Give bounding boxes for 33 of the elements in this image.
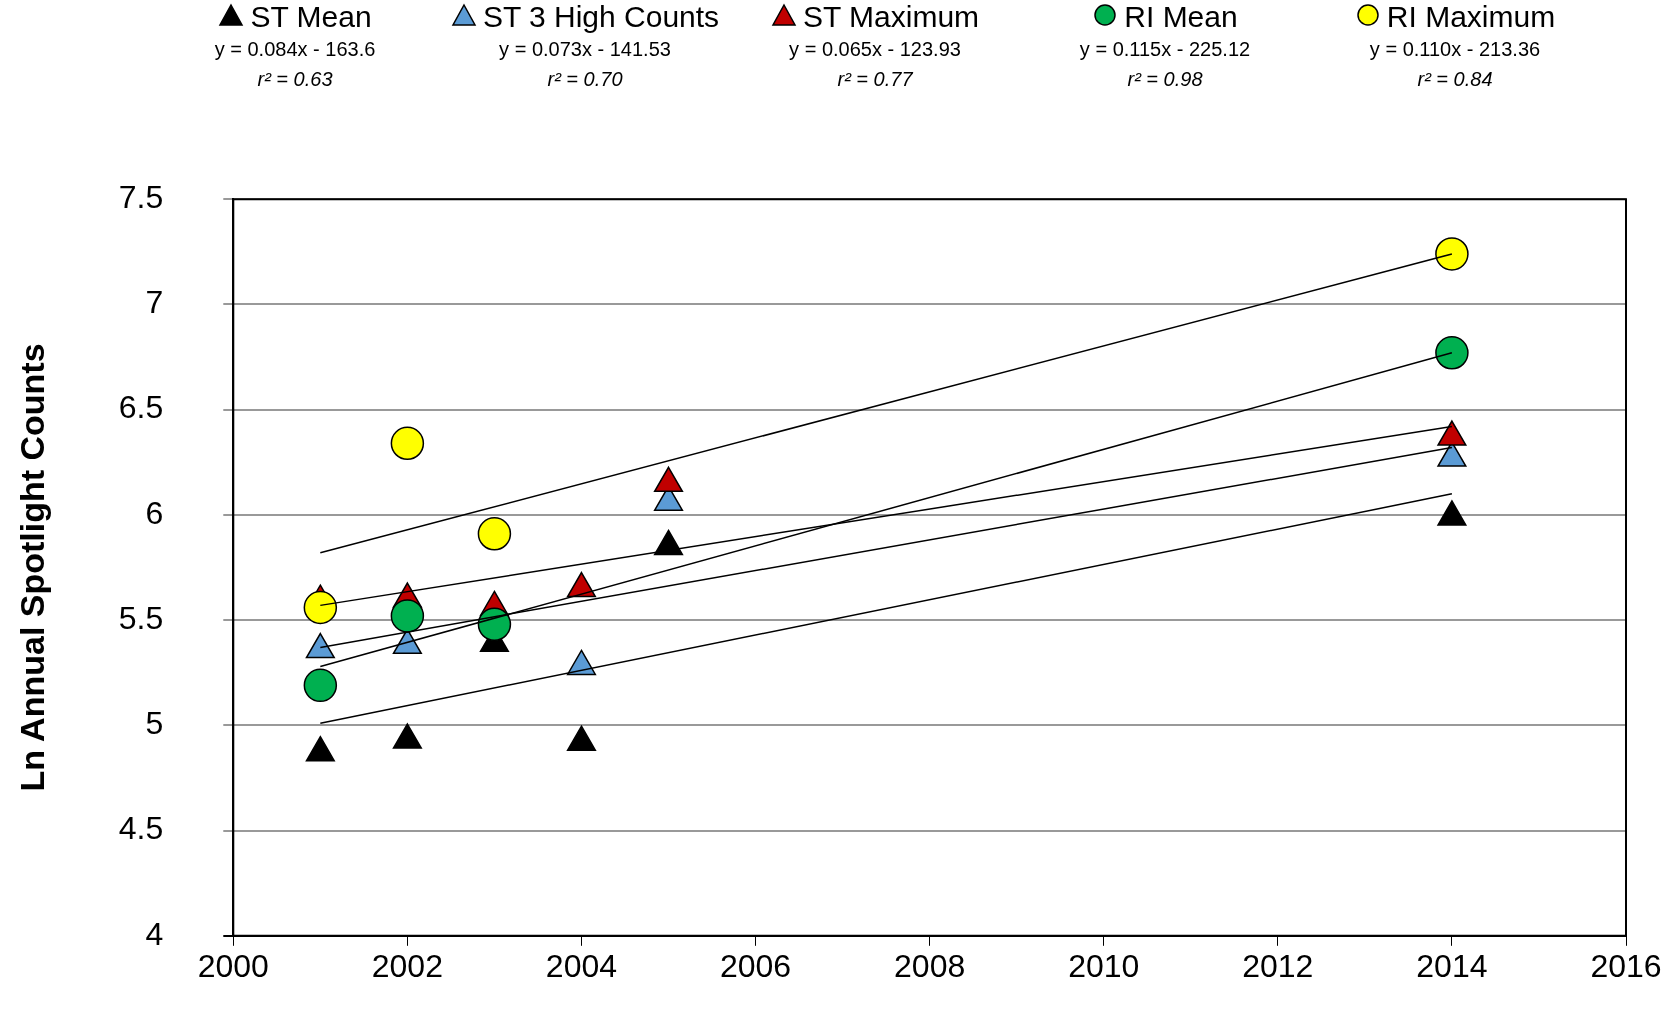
- text: y = 0.073x - 141.53: [498, 37, 672, 62]
- text: r² = 0.98: [1126, 67, 1204, 92]
- legend-label: ST Mean: [249, 0, 373, 34]
- x-tick-label: 2014: [1416, 947, 1488, 984]
- y-tick-label: 5: [145, 705, 164, 742]
- x-tick-label: 2006: [719, 947, 792, 984]
- x-tick-label: 2000: [197, 947, 269, 984]
- legend-label: ST 3 High Counts: [481, 0, 721, 34]
- x-tick-label: 2016: [1590, 947, 1662, 984]
- text: y = 0.115x - 225.12: [1078, 37, 1252, 62]
- x-tick-label: 2008: [894, 947, 966, 984]
- legend-label: ST Maximum: [801, 0, 981, 34]
- text: y = 0.065x - 123.93: [788, 37, 962, 62]
- x-tick-label: 2004: [545, 947, 618, 984]
- y-tick-label: 7: [145, 284, 164, 321]
- y-tick-label: 6: [145, 494, 164, 531]
- x-tick-label: 2012: [1242, 947, 1314, 984]
- text: r² = 0.77: [836, 67, 914, 92]
- legend-label: RI Mean: [1123, 0, 1239, 34]
- text: y = 0.110x - 213.36: [1368, 37, 1542, 62]
- text: r² = 0.84: [1416, 67, 1494, 92]
- y-tick-label: 4.5: [118, 810, 164, 847]
- legend-label: RI Maximum: [1385, 0, 1557, 34]
- text: r² = 0.63: [256, 67, 334, 92]
- y-tick-label: 5.5: [118, 599, 164, 636]
- x-tick-label: 2002: [371, 947, 443, 984]
- text: y = 0.084x - 163.6: [213, 37, 377, 62]
- y-axis-title: Ln Annual Spotlight Counts: [12, 343, 51, 792]
- text: r² = 0.70: [546, 67, 624, 92]
- y-tick-label: 4: [145, 915, 164, 952]
- y-tick-label: 7.5: [118, 179, 164, 216]
- y-tick-label: 6.5: [118, 389, 164, 426]
- x-tick-label: 2010: [1068, 947, 1140, 984]
